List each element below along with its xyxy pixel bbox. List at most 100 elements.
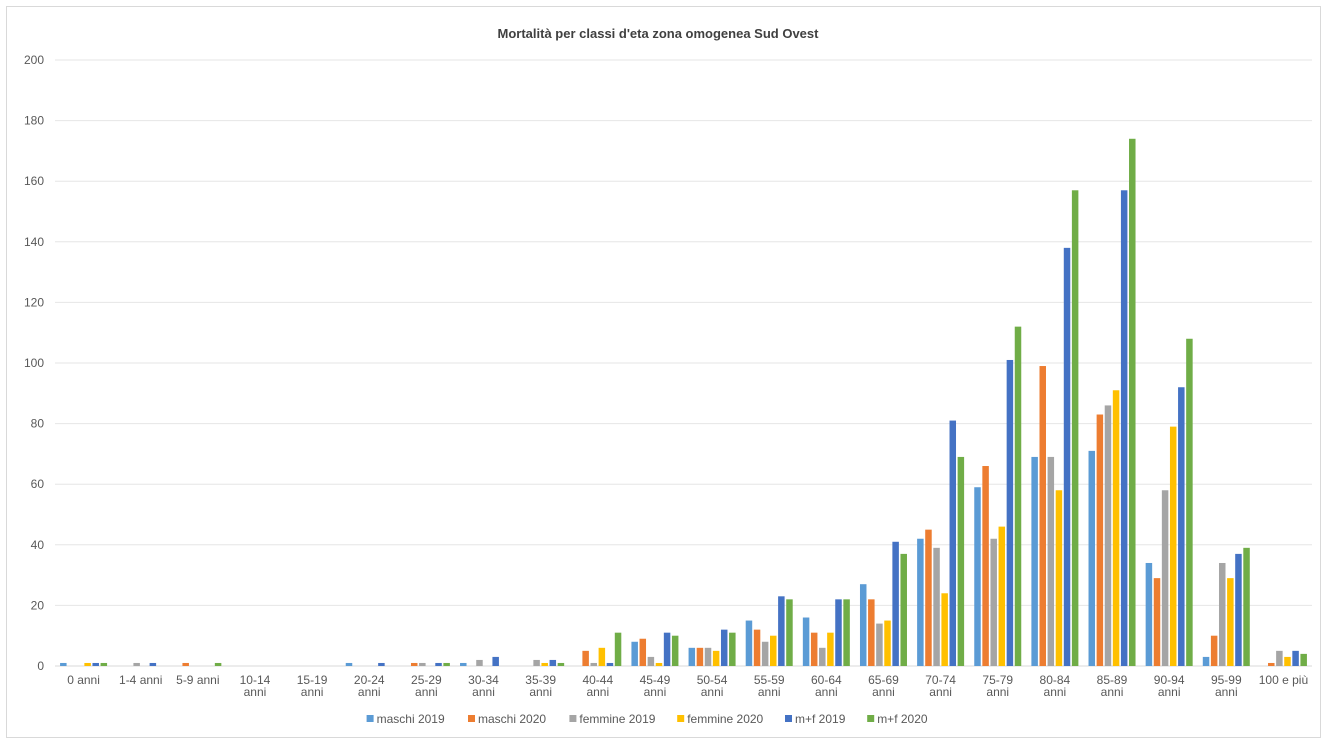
- bar: [476, 659, 483, 666]
- bar: [655, 662, 663, 666]
- bar: [745, 620, 753, 666]
- chart-title: Mortalità per classi d'eta zona omogenea…: [498, 26, 820, 41]
- x-tick-label: 45-49 anni: [640, 673, 671, 699]
- bar: [974, 487, 981, 666]
- bar: [345, 662, 353, 666]
- bar: [631, 641, 638, 666]
- bars-layer: [60, 138, 1307, 667]
- bar: [957, 456, 965, 666]
- x-tick-label: 15-19 anni: [297, 673, 328, 699]
- bar: [1071, 190, 1079, 667]
- bar: [761, 641, 769, 666]
- bar: [598, 647, 606, 666]
- bar: [149, 662, 157, 666]
- bar: [990, 538, 997, 666]
- bar: [998, 526, 1006, 666]
- bar: [606, 662, 614, 666]
- legend-label: m+f 2020: [877, 712, 928, 726]
- legend-swatch: [468, 715, 475, 722]
- y-tick-label: 200: [24, 53, 44, 67]
- legend-item: maschi 2019: [366, 712, 445, 726]
- y-tick-label: 80: [31, 417, 45, 431]
- legend-swatch: [677, 715, 685, 722]
- bar: [1161, 490, 1169, 666]
- bar: [778, 596, 785, 666]
- legend-item: femmine 2020: [677, 712, 764, 726]
- legend-swatch: [366, 715, 374, 722]
- bar: [753, 629, 761, 666]
- bar: [1031, 456, 1038, 666]
- legend-label: femmine 2019: [579, 712, 655, 726]
- bar: [492, 656, 499, 666]
- bar: [1104, 405, 1112, 666]
- bar: [1218, 562, 1226, 666]
- bar: [410, 662, 418, 666]
- bar: [770, 635, 777, 666]
- bar: [729, 632, 736, 666]
- bar: [582, 650, 589, 666]
- bar: [590, 662, 597, 666]
- y-tick-label: 60: [31, 477, 45, 491]
- x-tick-label: 30-34 anni: [468, 673, 499, 699]
- bar: [647, 656, 655, 666]
- y-axis: 0 20 40 60 80 100 120 140 160 180 200: [24, 53, 44, 673]
- bar: [704, 647, 712, 666]
- bar: [1129, 138, 1136, 666]
- y-tick-label: 180: [24, 114, 44, 128]
- x-tick-label: 80-84 anni: [1040, 673, 1071, 699]
- x-tick-label: 95-99 anni: [1211, 673, 1242, 699]
- bar: [1112, 390, 1120, 666]
- x-tick-label: 70-74 anni: [925, 673, 956, 699]
- legend-label: maschi 2019: [377, 712, 445, 726]
- bar: [435, 662, 442, 666]
- legend-label: femmine 2020: [687, 712, 763, 726]
- bar: [541, 662, 548, 666]
- x-tick-label: 0 anni: [67, 673, 100, 687]
- x-tick-label: 1-4 anni: [119, 673, 162, 687]
- bar: [786, 599, 793, 666]
- bar: [884, 620, 891, 666]
- bar: [1202, 656, 1210, 666]
- bar: [827, 632, 834, 666]
- x-tick-label: 50-54 anni: [697, 673, 728, 699]
- bar: [1014, 326, 1022, 666]
- bar: [810, 632, 818, 666]
- bar: [843, 599, 850, 666]
- y-tick-label: 20: [31, 598, 45, 612]
- bar: [802, 617, 810, 666]
- legend-item: m+f 2020: [867, 712, 928, 726]
- bar: [1292, 650, 1299, 666]
- bar: [1169, 426, 1177, 666]
- x-tick-label: 35-39 anni: [525, 673, 556, 699]
- legend-swatch: [785, 715, 792, 722]
- bar: [1006, 359, 1014, 666]
- x-tick-label: 20-24 anni: [354, 673, 385, 699]
- bar: [614, 632, 622, 666]
- bar: [182, 662, 189, 666]
- bar: [92, 662, 99, 666]
- bar: [671, 635, 679, 666]
- bar: [1096, 414, 1104, 666]
- x-tick-label: 90-94 anni: [1154, 673, 1185, 699]
- bar: [835, 599, 842, 666]
- bar: [378, 662, 385, 666]
- bar: [712, 650, 720, 666]
- x-tick-label: 60-64 anni: [811, 673, 842, 699]
- bar: [1039, 366, 1046, 666]
- bar: [868, 599, 875, 666]
- y-tick-label: 0: [37, 659, 44, 673]
- x-tick-label: 25-29 anni: [411, 673, 442, 699]
- y-tick-label: 160: [24, 174, 44, 188]
- bar: [419, 662, 426, 666]
- legend-label: maschi 2020: [478, 712, 546, 726]
- bar: [549, 659, 557, 666]
- bar: [819, 647, 826, 666]
- bar: [60, 662, 67, 666]
- bar: [460, 662, 467, 666]
- bar: [1047, 456, 1055, 666]
- bar: [1243, 547, 1250, 666]
- bar: [917, 538, 924, 666]
- bar: [1284, 656, 1291, 666]
- x-tick-label: 40-44 anni: [582, 673, 613, 699]
